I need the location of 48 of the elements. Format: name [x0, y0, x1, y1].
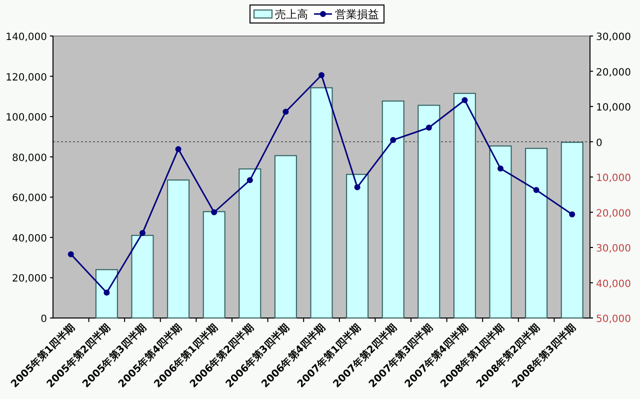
point: [211, 209, 218, 216]
y-tick-label: 20,000: [12, 274, 47, 285]
bar: [274, 155, 297, 318]
point: [533, 187, 540, 194]
bar: [525, 148, 548, 318]
y-tick-label: 0: [40, 314, 47, 325]
point: [426, 124, 432, 131]
bar: [346, 174, 369, 318]
y2-tick-label: 40,000: [596, 278, 631, 290]
bar: [489, 145, 512, 318]
point: [282, 108, 289, 115]
bar: [453, 92, 476, 318]
point: [498, 166, 504, 172]
bar: [310, 87, 333, 318]
y2-tick-label: 10,000: [596, 173, 631, 184]
point: [318, 72, 324, 78]
bar: [382, 100, 404, 318]
bar: [418, 104, 440, 318]
point: [462, 97, 468, 104]
point: [569, 211, 576, 218]
y2-tick-label: 30,000: [596, 244, 631, 254]
point: [246, 177, 253, 184]
y-tick-label: 140,000: [6, 32, 47, 43]
y2-tick-label: 0: [596, 138, 602, 149]
bar: [167, 180, 190, 318]
point: [175, 146, 182, 152]
y-tick-label: 40,000: [12, 233, 47, 244]
legend-label: 売上高: [275, 8, 308, 21]
point: [104, 290, 110, 296]
point: [354, 184, 360, 190]
y2-tick-label: 20,000: [596, 208, 631, 220]
y2-tick-label: 30,000: [596, 32, 631, 43]
bar: [238, 168, 262, 318]
y-tick-label: 80,000: [12, 152, 47, 164]
legend-label: 営業損益: [335, 8, 379, 21]
bar: [131, 234, 154, 318]
point: [390, 136, 396, 143]
y2-tick-label: 20,000: [596, 67, 631, 78]
bar: [202, 211, 226, 318]
y2-tick-label: 50,000: [596, 314, 631, 325]
y-tick-label: 100,000: [6, 112, 47, 124]
y-tick-label: 60,000: [12, 193, 47, 204]
point: [68, 251, 74, 258]
bar: [95, 269, 118, 318]
point: [140, 230, 146, 236]
y2-tick-label: 10,000: [596, 102, 631, 114]
bar: [560, 142, 584, 318]
y-tick-label: 120,000: [6, 72, 47, 84]
